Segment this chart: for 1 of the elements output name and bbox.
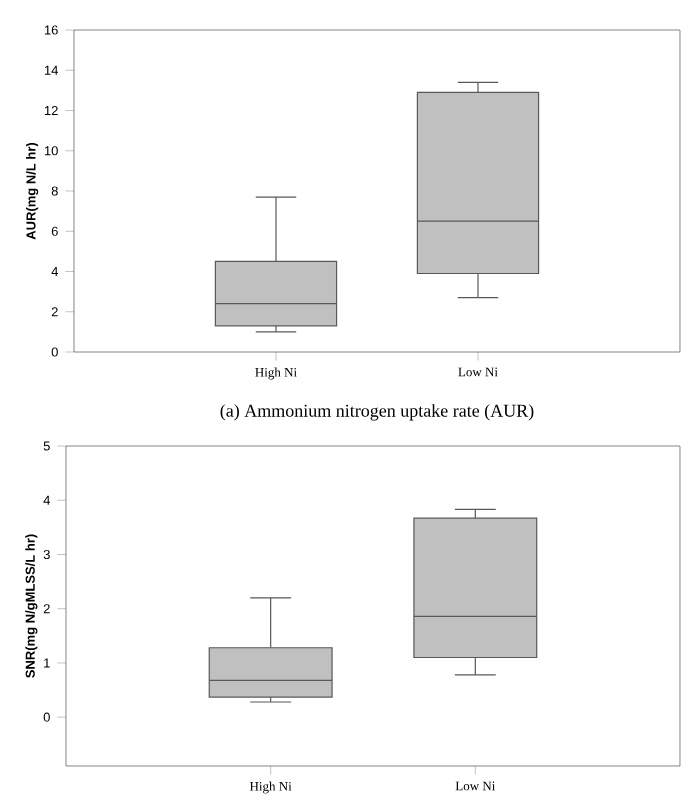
text: (a) Ammonium nitrogen uptake rate (AUR) <box>220 404 534 421</box>
